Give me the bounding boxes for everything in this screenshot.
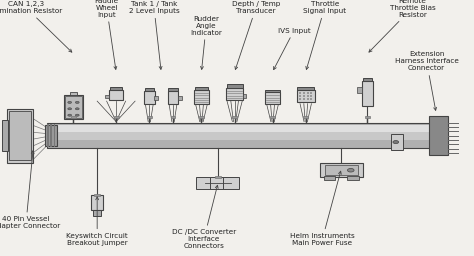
Bar: [93, 210, 101, 216]
Bar: [307, 95, 309, 97]
Bar: [299, 95, 301, 97]
Bar: [54, 124, 55, 147]
Bar: [168, 91, 178, 104]
Bar: [195, 87, 208, 90]
Bar: [47, 123, 431, 148]
Bar: [2, 120, 8, 151]
Text: CAN 1,2,3
Termination Resistor: CAN 1,2,3 Termination Resistor: [0, 1, 72, 52]
Bar: [144, 91, 155, 104]
Bar: [299, 92, 301, 94]
Bar: [71, 116, 76, 118]
Bar: [147, 116, 152, 118]
Bar: [47, 124, 49, 147]
Bar: [50, 124, 52, 147]
Bar: [303, 92, 305, 94]
Bar: [154, 96, 158, 100]
Bar: [232, 116, 237, 118]
Text: Keyswitch Circuit
Breakout Jumper: Keyswitch Circuit Breakout Jumper: [66, 197, 128, 246]
Bar: [227, 84, 243, 88]
Bar: [270, 116, 275, 118]
Bar: [7, 109, 33, 163]
Bar: [429, 116, 448, 155]
Text: Helm Instruments
Main Power Fuse: Helm Instruments Main Power Fuse: [290, 171, 355, 246]
Bar: [303, 98, 305, 100]
Bar: [194, 90, 209, 104]
Bar: [47, 132, 431, 140]
Bar: [171, 116, 175, 118]
Bar: [70, 92, 77, 95]
Circle shape: [75, 101, 79, 103]
Bar: [110, 87, 122, 90]
Bar: [265, 90, 280, 92]
Bar: [297, 90, 315, 102]
Text: DC /DC Converter
Interface
Connectors: DC /DC Converter Interface Connectors: [172, 185, 236, 249]
Bar: [325, 165, 358, 175]
Bar: [363, 78, 372, 81]
Text: Remote
Throttle Bias
Resistor: Remote Throttle Bias Resistor: [369, 0, 435, 52]
Text: Rudder
Angle
Indicator: Rudder Angle Indicator: [190, 16, 222, 69]
Bar: [94, 194, 100, 196]
Bar: [303, 95, 305, 97]
Bar: [109, 90, 123, 100]
Bar: [324, 176, 335, 180]
Circle shape: [68, 114, 72, 116]
Bar: [357, 87, 362, 93]
Circle shape: [68, 108, 72, 110]
Bar: [226, 88, 243, 100]
Bar: [223, 177, 239, 189]
Text: Depth / Temp
Transducer: Depth / Temp Transducer: [232, 1, 280, 69]
Bar: [64, 95, 83, 119]
Bar: [199, 116, 204, 118]
Bar: [196, 177, 213, 189]
Bar: [320, 163, 363, 177]
Bar: [303, 116, 308, 118]
Circle shape: [347, 168, 354, 172]
Bar: [178, 96, 182, 100]
Circle shape: [75, 108, 79, 110]
Bar: [145, 88, 154, 91]
Text: Extension
Harness Interface
Connector: Extension Harness Interface Connector: [395, 51, 458, 110]
Bar: [91, 195, 103, 210]
Bar: [45, 125, 57, 146]
Bar: [105, 95, 109, 98]
Text: Tank 1 / Tank
2 Level Inputs: Tank 1 / Tank 2 Level Inputs: [128, 1, 180, 69]
Bar: [9, 111, 31, 160]
Bar: [215, 176, 221, 178]
Text: IVS Input: IVS Input: [273, 28, 310, 70]
Circle shape: [68, 101, 72, 103]
Circle shape: [75, 114, 79, 116]
Bar: [65, 96, 82, 118]
Bar: [347, 176, 359, 180]
Bar: [47, 125, 431, 132]
Bar: [168, 88, 178, 91]
Bar: [114, 116, 118, 118]
Bar: [299, 98, 301, 100]
Bar: [391, 134, 403, 150]
Bar: [307, 92, 309, 94]
Bar: [210, 177, 226, 189]
Bar: [307, 98, 309, 100]
Bar: [362, 81, 373, 106]
Bar: [310, 92, 312, 94]
Bar: [243, 94, 246, 98]
Bar: [310, 95, 312, 97]
Text: 40 Pin Vessel
Adapter Connector: 40 Pin Vessel Adapter Connector: [0, 151, 60, 229]
Text: Throttle
Signal Input: Throttle Signal Input: [303, 1, 346, 69]
Bar: [265, 92, 280, 104]
Circle shape: [393, 141, 399, 144]
Text: Paddle
Wheel
Input: Paddle Wheel Input: [95, 0, 118, 69]
Bar: [310, 98, 312, 100]
Bar: [297, 87, 314, 90]
Bar: [365, 116, 370, 118]
